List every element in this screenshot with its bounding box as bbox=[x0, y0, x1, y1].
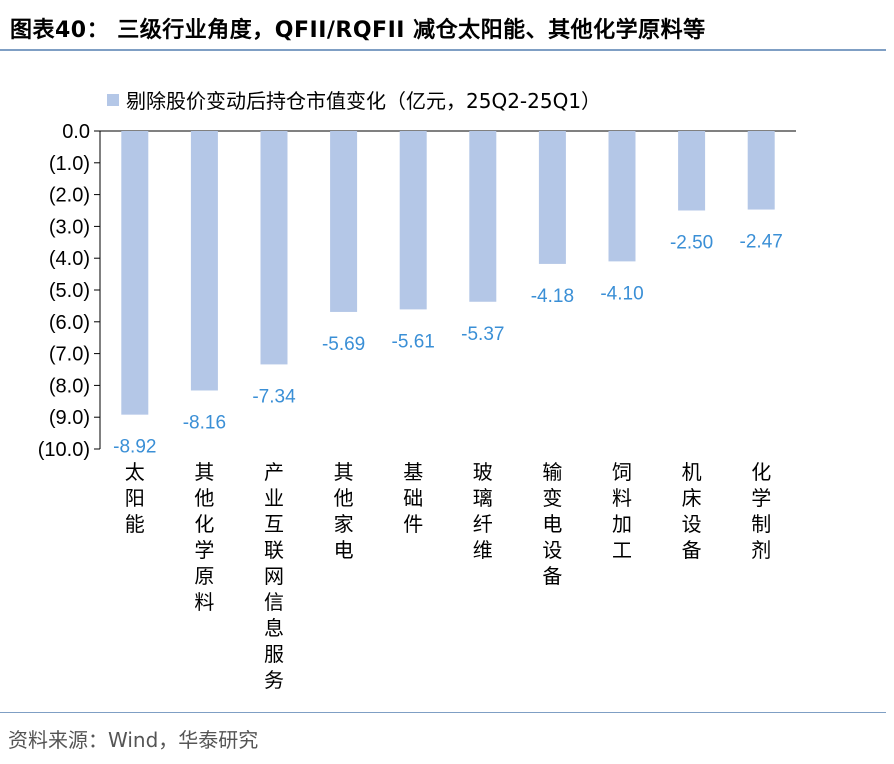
data-label: -2.50 bbox=[670, 233, 713, 254]
data-label: -8.16 bbox=[183, 412, 226, 433]
data-label: -5.37 bbox=[461, 324, 504, 345]
bar bbox=[678, 131, 706, 211]
category-labels-group: 太阳能 其他化学原料 产业互联网信息服务 其他家电 基础件 玻璃纤维 输变电设备 饲料加工 机床… bbox=[125, 460, 771, 692]
bars-group bbox=[121, 131, 775, 415]
data-label: -4.10 bbox=[600, 283, 643, 304]
data-label: -8.92 bbox=[113, 437, 156, 458]
bar bbox=[747, 131, 775, 210]
data-label: -7.34 bbox=[252, 386, 296, 407]
bar bbox=[469, 131, 497, 302]
title-rule bbox=[0, 49, 886, 51]
source-note: 资料来源：Wind，华泰研究 bbox=[8, 728, 259, 752]
legend: 剔除股价变动后持仓市值变化（亿元，25Q2-25Q1） bbox=[107, 89, 601, 113]
category-label: 其他家电 bbox=[334, 460, 354, 562]
bar bbox=[538, 131, 566, 264]
data-label: -4.18 bbox=[531, 286, 574, 307]
category-label: 饲料加工 bbox=[612, 460, 632, 562]
bar bbox=[399, 131, 427, 310]
y-tick-label: (8.0) bbox=[49, 375, 90, 397]
category-label: 太阳能 bbox=[125, 460, 145, 536]
data-label: -2.47 bbox=[740, 232, 783, 253]
bar bbox=[330, 131, 358, 312]
y-axis: 0.0 (1.0) (2.0) (3.0) (4.0) (5.0) (6.0) (7.0) (8… bbox=[38, 121, 796, 461]
category-label: 机床设备 bbox=[682, 460, 702, 562]
figure-title: 图表40： 三级行业角度，QFII/RQFII 减仓太阳能、其他化学原料等 bbox=[10, 18, 706, 43]
category-label: 化学制剂 bbox=[751, 460, 771, 562]
category-label: 输变电设备 bbox=[542, 460, 562, 588]
bar bbox=[121, 131, 149, 415]
legend-label: 剔除股价变动后持仓市值变化（亿元，25Q2-25Q1） bbox=[126, 89, 601, 113]
bar-chart: 剔除股价变动后持仓市值变化（亿元，25Q2-25Q1） 0.0 (1.0) (2.0… bbox=[38, 89, 796, 692]
data-labels-group: -8.92 -8.16 -7.34 -5.69 -5.61 -5.37 -4.18 -4.10… bbox=[113, 232, 783, 458]
bar bbox=[608, 131, 636, 262]
category-label: 基础件 bbox=[403, 460, 423, 536]
bar bbox=[190, 131, 218, 391]
y-tick-label: 0.0 bbox=[62, 121, 90, 143]
y-tick-label: (3.0) bbox=[49, 216, 90, 238]
y-tick-label: (1.0) bbox=[49, 153, 90, 175]
data-label: -5.61 bbox=[392, 331, 435, 352]
y-tick-label: (6.0) bbox=[49, 312, 90, 334]
footer-rule bbox=[0, 712, 886, 713]
y-tick-label: (10.0) bbox=[38, 439, 90, 461]
category-label: 其他化学原料 bbox=[194, 460, 214, 614]
category-label: 玻璃纤维 bbox=[473, 460, 493, 562]
bar bbox=[260, 131, 288, 365]
y-tick-label: (4.0) bbox=[49, 248, 90, 270]
data-label: -5.69 bbox=[322, 334, 365, 355]
y-tick-label: (2.0) bbox=[49, 185, 90, 207]
category-label: 产业互联网信息服务 bbox=[264, 460, 284, 692]
y-tick-label: (9.0) bbox=[49, 407, 90, 429]
y-tick-label: (7.0) bbox=[49, 344, 90, 366]
y-tick-label: (5.0) bbox=[49, 280, 90, 302]
legend-swatch bbox=[107, 94, 119, 106]
